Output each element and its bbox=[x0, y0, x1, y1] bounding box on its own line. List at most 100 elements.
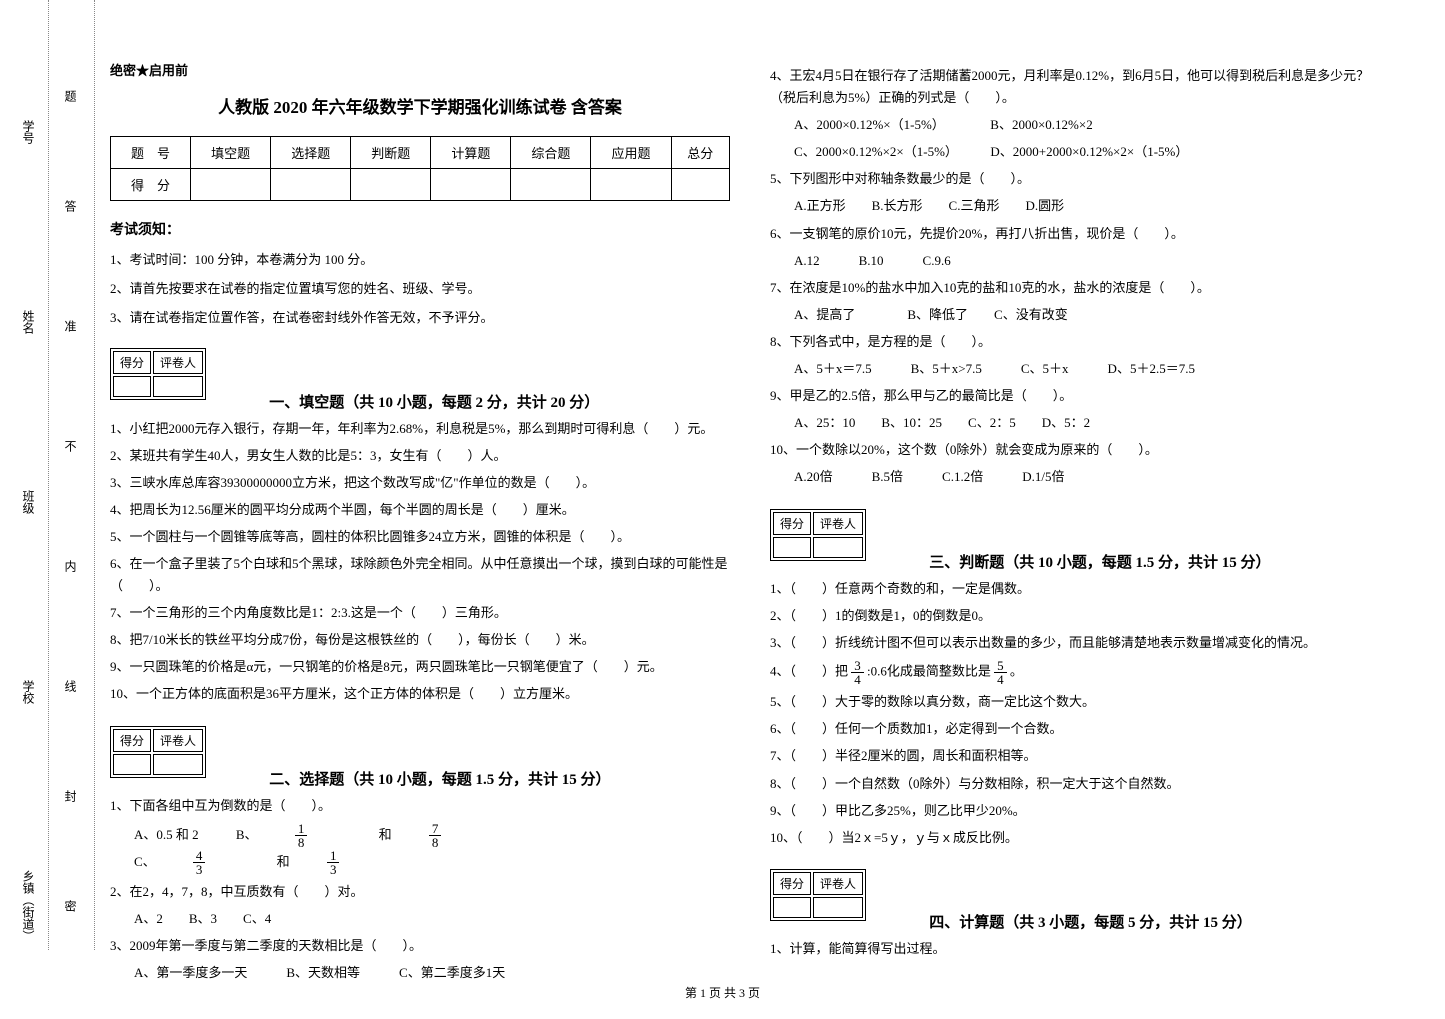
section-4-title: 四、计算题（共 3 小题，每题 5 分，共计 15 分） bbox=[929, 911, 1252, 932]
s2-q3: 3、2009年第一季度与第二季度的天数相比是（ ）。 bbox=[110, 935, 730, 957]
s2-q1-opt-c: C、 43 和 13 bbox=[134, 849, 407, 876]
opt-b-pre: B、 bbox=[236, 824, 258, 846]
s3-q3: 3、（ ）折线统计图不但可以表示出数量的多少，而且能够清楚地表示数量增减变化的情… bbox=[770, 632, 1390, 654]
scorer-c2: 评卷人 bbox=[153, 351, 203, 374]
s1-q8: 8、把7/10米长的铁丝平均分成7份，每份是这根铁丝的（ ），每份长（ ）米。 bbox=[110, 629, 730, 651]
s3-q10: 10、（ ）当2ｘ=5ｙ，ｙ与ｘ成反比例。 bbox=[770, 827, 1390, 849]
s2-q5-opts: A.正方形 B.长方形 C.三角形 D.圆形 bbox=[794, 195, 1390, 217]
score-table-value-row: 得 分 bbox=[111, 169, 730, 201]
section-3-header: 得分评卷人 三、判断题（共 10 小题，每题 1.5 分，共计 15 分） bbox=[770, 497, 1390, 573]
s1-q9: 9、一只圆珠笔的价格是α元，一只钢笔的价格是8元，两只圆珠笔比一只钢笔便宜了（ … bbox=[110, 656, 730, 678]
binding-inner-line bbox=[48, 0, 49, 950]
frac-n: 1 bbox=[295, 822, 308, 836]
notice-line-3: 3、请在试卷指定位置作答，在试卷密封线外作答无效，不予评分。 bbox=[110, 307, 730, 326]
scorer-blank bbox=[773, 897, 811, 918]
opt-c-pre: C、 bbox=[134, 851, 156, 873]
s2-q2-opts: A、2 B、3 C、4 bbox=[134, 908, 730, 930]
score-table-header-row: 题 号 填空题 选择题 判断题 计算题 综合题 应用题 总分 bbox=[111, 137, 730, 169]
scorer-c1: 得分 bbox=[113, 729, 151, 752]
frac-d: 3 bbox=[327, 863, 340, 876]
s1-q10: 10、一个正方体的底面积是36平方厘米，这个正方体的体积是（ ）立方厘米。 bbox=[110, 683, 730, 705]
score-cell bbox=[431, 169, 511, 201]
score-col-0: 题 号 bbox=[111, 137, 191, 169]
secret-label: 绝密★启用前 bbox=[110, 60, 730, 79]
section-2-title: 二、选择题（共 10 小题，每题 1.5 分，共计 15 分） bbox=[269, 768, 610, 789]
s2-q4-opts1: A、2000×0.12%×（1-5%） B、2000×0.12%×2 bbox=[794, 114, 1390, 136]
scorer-box-2: 得分评卷人 bbox=[110, 726, 206, 778]
fraction: 18 bbox=[295, 822, 342, 849]
score-row-label: 得 分 bbox=[111, 169, 191, 201]
seal-char-7: 答 bbox=[62, 200, 79, 212]
notice-line-2: 2、请首先按要求在试卷的指定位置填写您的姓名、班级、学号。 bbox=[110, 278, 730, 297]
s1-q3: 3、三峡水库总库容39300000000立方米，把这个数改写成"亿"作单位的数是… bbox=[110, 472, 730, 494]
score-cell bbox=[591, 169, 671, 201]
fraction: 78 bbox=[429, 822, 476, 849]
s4-q1: 1、计算，能简算得写出过程。 bbox=[770, 938, 1390, 960]
frac-d: 4 bbox=[851, 673, 864, 686]
s3-q7: 7、（ ）半径2厘米的圆，周长和面积相等。 bbox=[770, 745, 1390, 767]
binding-strip: 乡镇（街道） 学校 班级 姓名 学号 密 封 线 内 不 准 答 题 bbox=[0, 0, 95, 950]
frac-n: 1 bbox=[327, 849, 340, 863]
scorer-box-4: 得分评卷人 bbox=[770, 869, 866, 921]
s3-q4-pre: 4、（ ）把 bbox=[770, 664, 851, 679]
notice-line-1: 1、考试时间：100 分钟，本卷满分为 100 分。 bbox=[110, 249, 730, 268]
frac-d: 8 bbox=[295, 836, 308, 849]
frac-d: 3 bbox=[193, 863, 206, 876]
score-col-7: 总分 bbox=[671, 137, 729, 169]
s2-q4-opts2: C、2000×0.12%×2×（1-5%） D、2000+2000×0.12%×… bbox=[794, 141, 1390, 163]
s2-q4: 4、王宏4月5日在银行存了活期储蓄2000元，月利率是0.12%，到6月5日，他… bbox=[770, 65, 1390, 109]
frac-d: 4 bbox=[994, 673, 1007, 686]
section-1-header: 得分评卷人 一、填空题（共 10 小题，每题 2 分，共计 20 分） bbox=[110, 336, 730, 412]
fraction: 54 bbox=[994, 659, 1007, 686]
section-1-title: 一、填空题（共 10 小题，每题 2 分，共计 20 分） bbox=[269, 391, 599, 412]
s2-q9-opts: A、25：10 B、10：25 C、2：5 D、5：2 bbox=[794, 412, 1390, 434]
score-col-5: 综合题 bbox=[511, 137, 591, 169]
scorer-blank bbox=[113, 376, 151, 397]
page-footer: 第 1 页 共 3 页 bbox=[0, 984, 1445, 1001]
frac-n: 4 bbox=[193, 849, 206, 863]
section-4-header: 得分评卷人 四、计算题（共 3 小题，每题 5 分，共计 15 分） bbox=[770, 857, 1390, 933]
notice-heading: 考试须知： bbox=[110, 219, 730, 239]
binding-label-number: 学号 bbox=[20, 120, 37, 144]
s1-q7: 7、一个三角形的三个内角度数比是1：2:3.这是一个（ ）三角形。 bbox=[110, 602, 730, 624]
score-col-4: 计算题 bbox=[431, 137, 511, 169]
s3-q9: 9、（ ）甲比乙多25%，则乙比甲少20%。 bbox=[770, 800, 1390, 822]
s1-q6: 6、在一个盒子里装了5个白球和5个黑球，球除颜色外完全相同。从中任意摸出一个球，… bbox=[110, 553, 730, 597]
s2-q9: 9、甲是乙的2.5倍，那么甲与乙的最简比是（ ）。 bbox=[770, 385, 1390, 407]
scorer-c1: 得分 bbox=[773, 512, 811, 535]
scorer-c1: 得分 bbox=[773, 872, 811, 895]
score-cell bbox=[351, 169, 431, 201]
s2-q3-opts: A、第一季度多一天 B、天数相等 C、第二季度多1天 bbox=[134, 962, 730, 984]
score-cell bbox=[271, 169, 351, 201]
opt-b-mid: 和 bbox=[379, 824, 392, 846]
fraction: 13 bbox=[327, 849, 374, 876]
s2-q10-opts: A.20倍 B.5倍 C.1.2倍 D.1/5倍 bbox=[794, 466, 1390, 488]
s2-q8: 8、下列各式中，是方程的是（ ）。 bbox=[770, 331, 1390, 353]
section-2-header: 得分评卷人 二、选择题（共 10 小题，每题 1.5 分，共计 15 分） bbox=[110, 714, 730, 790]
s2-q1-opt-b: B、 18 和 78 bbox=[236, 822, 509, 849]
fraction: 34 bbox=[851, 659, 864, 686]
seal-char-4: 内 bbox=[62, 560, 79, 572]
scorer-blank bbox=[113, 754, 151, 775]
scorer-c2: 评卷人 bbox=[153, 729, 203, 752]
score-col-6: 应用题 bbox=[591, 137, 671, 169]
s2-q7-opts: A、提高了 B、降低了 C、没有改变 bbox=[794, 304, 1390, 326]
s2-q10: 10、一个数除以20%，这个数（0除外）就会变成为原来的（ ）。 bbox=[770, 439, 1390, 461]
exam-title: 人教版 2020 年六年级数学下学期强化训练试卷 含答案 bbox=[110, 93, 730, 118]
score-cell bbox=[511, 169, 591, 201]
s3-q8: 8、（ ）一个自然数（0除外）与分数相除，积一定大于这个自然数。 bbox=[770, 773, 1390, 795]
s2-q1: 1、下面各组中互为倒数的是（ ）。 bbox=[110, 795, 730, 817]
s2-q5: 5、下列图形中对称轴条数最少的是（ ）。 bbox=[770, 168, 1390, 190]
page-content: 绝密★启用前 人教版 2020 年六年级数学下学期强化训练试卷 含答案 题 号 … bbox=[110, 60, 1420, 990]
binding-label-name: 姓名 bbox=[20, 310, 37, 334]
s2-q8-opts: A、5＋x＝7.5 B、5＋x>7.5 C、5＋x D、5＋2.5＝7.5 bbox=[794, 358, 1390, 380]
s3-q1: 1、（ ）任意两个奇数的和，一定是偶数。 bbox=[770, 578, 1390, 600]
binding-label-school: 学校 bbox=[20, 680, 37, 704]
binding-label-township: 乡镇（街道） bbox=[20, 870, 37, 942]
s2-q6-opts: A.12 B.10 C.9.6 bbox=[794, 250, 1390, 272]
fraction: 43 bbox=[193, 849, 240, 876]
s1-q2: 2、某班共有学生40人，男女生人数的比是5：3，女生有（ ）人。 bbox=[110, 445, 730, 467]
scorer-box-3: 得分评卷人 bbox=[770, 509, 866, 561]
scorer-box-1: 得分评卷人 bbox=[110, 348, 206, 400]
s2-q7: 7、在浓度是10%的盐水中加入10克的盐和10克的水，盐水的浓度是（ ）。 bbox=[770, 277, 1390, 299]
